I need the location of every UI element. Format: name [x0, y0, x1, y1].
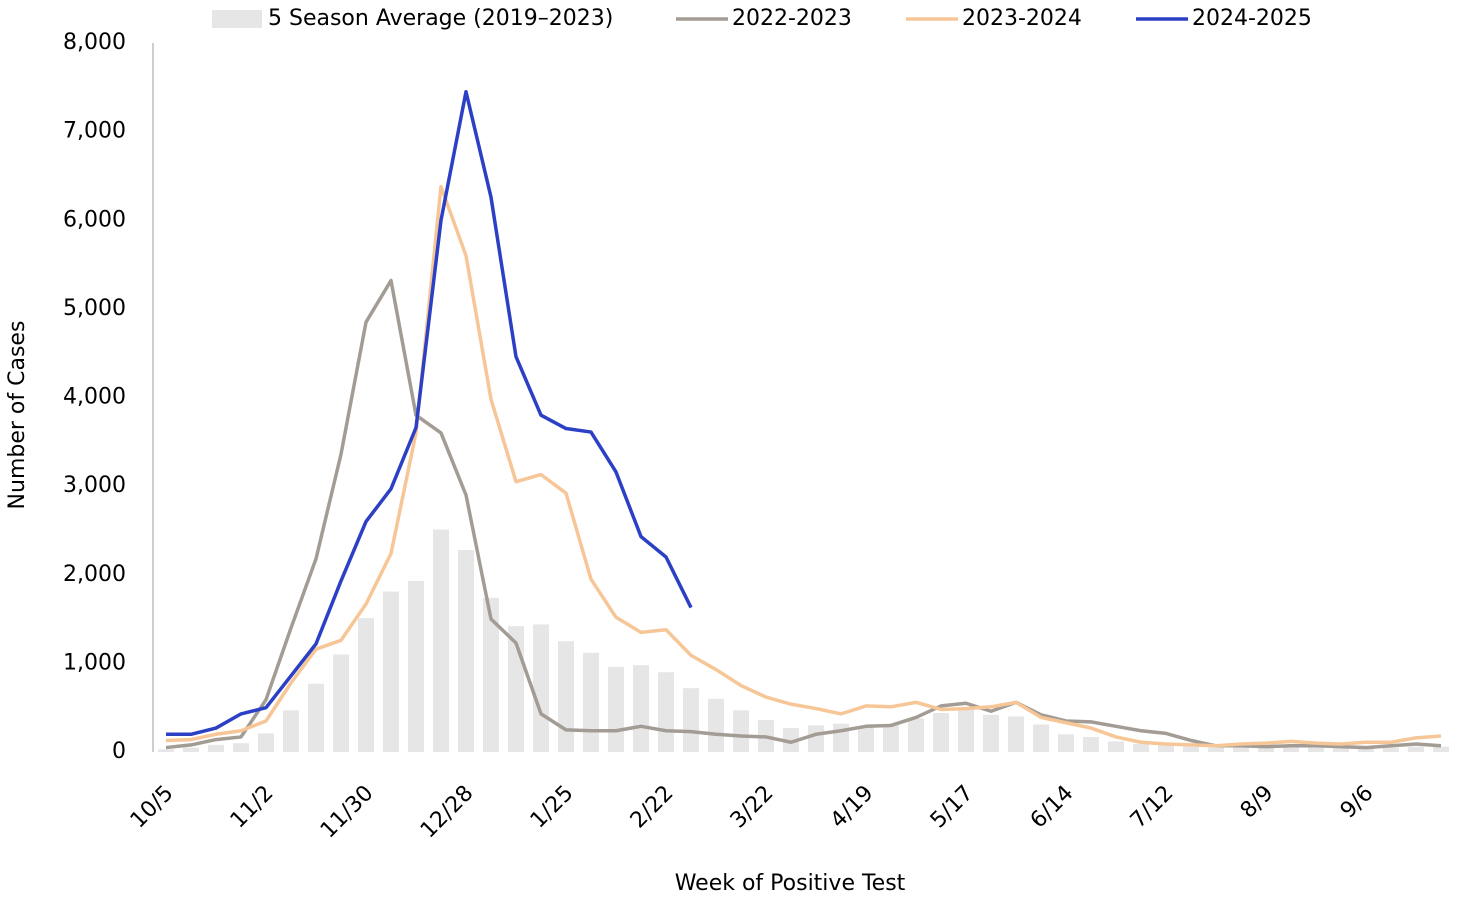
bar [1158, 744, 1174, 752]
bar [1283, 747, 1299, 752]
bar [783, 728, 799, 752]
x-tick-label: 8/9 [1236, 781, 1279, 824]
x-tick-label: 9/6 [1336, 781, 1379, 824]
bar [583, 652, 599, 752]
bar [1133, 744, 1149, 752]
bar [283, 710, 299, 752]
legend-label: 2022-2023 [732, 6, 852, 31]
line-series [165, 184, 1442, 748]
bar [908, 718, 924, 752]
bar [233, 743, 249, 752]
bar [433, 529, 449, 752]
x-axis-title: Week of Positive Test [675, 871, 906, 896]
bar [383, 591, 399, 752]
y-tick-label: 1,000 [63, 650, 126, 675]
bar [358, 618, 374, 752]
x-tick-label: 2/22 [626, 781, 679, 834]
bar [833, 723, 849, 752]
x-tick-label: 10/5 [126, 781, 179, 834]
bar [158, 749, 174, 752]
y-tick-label: 6,000 [63, 207, 126, 232]
y-tick-label: 2,000 [63, 562, 126, 587]
bar [958, 707, 974, 752]
bar [708, 698, 724, 752]
bar [458, 549, 474, 752]
x-tick-label: 12/28 [416, 781, 479, 844]
bar [1083, 736, 1099, 752]
bar [633, 665, 649, 752]
bar [558, 641, 574, 752]
bar [1208, 747, 1224, 752]
bar [658, 672, 674, 752]
bar [1408, 746, 1424, 752]
bar [933, 713, 949, 752]
bar [1308, 747, 1324, 752]
line-series [166, 89, 693, 737]
bar [1008, 716, 1024, 752]
bar [733, 710, 749, 752]
bar [483, 597, 499, 752]
legend-label: 5 Season Average (2019–2023) [268, 6, 613, 31]
y-tick-label: 5,000 [63, 296, 126, 321]
legend-label: 2024-2025 [1192, 6, 1312, 31]
x-tick-label: 11/30 [316, 781, 379, 844]
bar [208, 744, 224, 752]
bar [1108, 741, 1124, 752]
legend-label: 2023-2024 [962, 6, 1082, 31]
bar [258, 733, 274, 752]
x-tick-label: 6/14 [1026, 781, 1079, 834]
bar [683, 688, 699, 752]
bar [1383, 747, 1399, 752]
bar [608, 666, 624, 752]
y-axis-title: Number of Cases [5, 321, 30, 510]
bar [858, 726, 874, 752]
bar [1058, 734, 1074, 752]
bar [1233, 747, 1249, 752]
bar [883, 725, 899, 752]
x-tick-label: 11/2 [226, 781, 279, 834]
bar [983, 714, 999, 752]
bar [1358, 747, 1374, 752]
y-tick-label: 0 [112, 739, 126, 764]
bar [1333, 747, 1349, 752]
x-tick-label: 4/19 [826, 781, 879, 834]
x-tick-label: 5/17 [926, 781, 979, 834]
x-tick-label: 7/12 [1126, 781, 1179, 834]
bar [1033, 724, 1049, 752]
x-tick-label: 3/22 [726, 781, 779, 834]
legend-swatch [212, 10, 262, 28]
bar [1183, 746, 1199, 752]
bar [333, 654, 349, 752]
y-tick-label: 3,000 [63, 473, 126, 498]
bar [533, 624, 549, 752]
bar [183, 747, 199, 752]
line-series [165, 278, 1442, 750]
y-tick-label: 4,000 [63, 385, 126, 410]
y-tick-label: 7,000 [63, 119, 126, 144]
bar [808, 725, 824, 752]
y-tick-label: 8,000 [63, 30, 126, 55]
bar [1433, 746, 1449, 752]
bar [308, 683, 324, 752]
x-tick-label: 1/25 [526, 781, 579, 834]
bar [408, 580, 424, 752]
bar [1258, 747, 1274, 752]
